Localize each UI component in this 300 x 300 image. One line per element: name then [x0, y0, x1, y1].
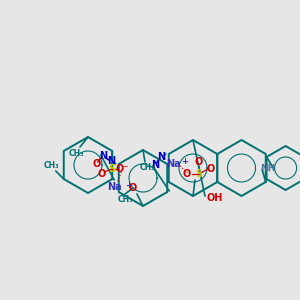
- Text: CH₃: CH₃: [117, 194, 133, 203]
- Text: NH: NH: [260, 164, 276, 173]
- Text: CH₃: CH₃: [44, 160, 59, 169]
- Text: +: +: [182, 158, 188, 166]
- Text: Na: Na: [107, 182, 122, 192]
- Text: N: N: [157, 152, 165, 162]
- Text: N: N: [107, 156, 115, 166]
- Text: O: O: [97, 169, 105, 179]
- Text: N: N: [99, 151, 107, 161]
- Text: S: S: [109, 164, 116, 174]
- Text: O⁻: O⁻: [116, 164, 129, 174]
- Text: O: O: [93, 159, 101, 169]
- Text: OH: OH: [207, 193, 223, 203]
- Text: +: +: [125, 181, 132, 190]
- Text: CH₃: CH₃: [139, 164, 155, 172]
- Text: O: O: [129, 183, 137, 193]
- Text: CH₃: CH₃: [68, 148, 84, 158]
- Text: O: O: [195, 157, 203, 167]
- Text: O: O: [207, 164, 215, 174]
- Text: O: O: [183, 169, 191, 179]
- Text: N: N: [151, 160, 159, 170]
- Text: Na: Na: [166, 159, 180, 169]
- Text: S: S: [195, 169, 203, 179]
